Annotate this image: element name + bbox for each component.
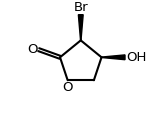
Text: OH: OH bbox=[126, 51, 146, 64]
Polygon shape bbox=[78, 15, 83, 40]
Text: O: O bbox=[27, 43, 38, 56]
Text: O: O bbox=[62, 81, 73, 94]
Polygon shape bbox=[102, 55, 125, 60]
Text: Br: Br bbox=[73, 1, 88, 14]
